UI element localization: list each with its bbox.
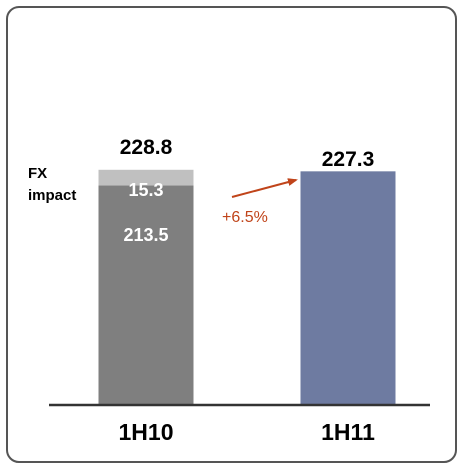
x-tick-label-1h10: 1H10 [119,419,174,445]
fx-impact-label-line1: FX [28,165,47,182]
bars-group [98,169,396,405]
bar-1h10-segment-fx [98,169,194,186]
growth-arrow [231,178,298,198]
x-tick-label-1h11: 1H11 [321,419,375,445]
segment-label-base-1h10: 213.5 [123,225,168,245]
bar-1h11-segment-base [300,171,396,405]
total-label-1h11: 227.3 [322,148,375,171]
bar-1h10-segment-base [98,185,194,405]
growth-annotation: +6.5% [222,209,268,226]
total-label-1h10: 228.8 [120,136,173,159]
segment-label-fx-1h10: 15.3 [128,180,163,200]
fx-impact-label-line2: impact [28,187,76,204]
